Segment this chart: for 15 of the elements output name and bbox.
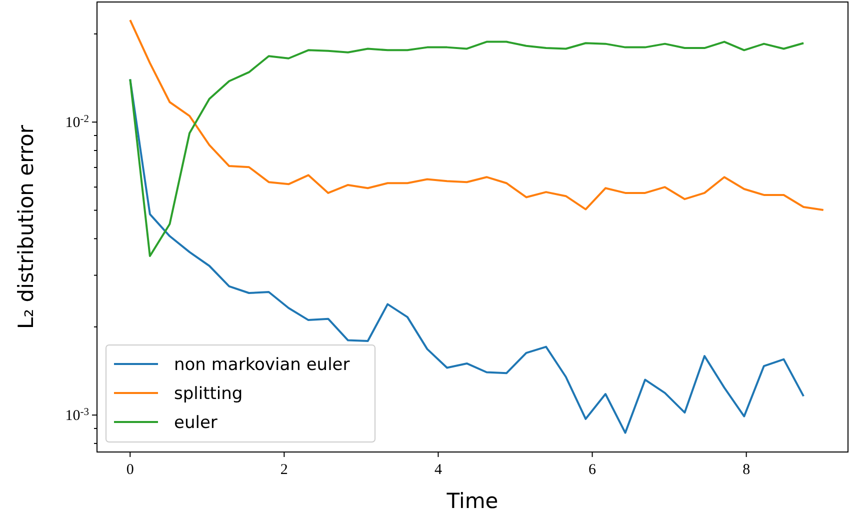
x-axis-title: Time xyxy=(446,489,498,513)
legend-label: splitting xyxy=(174,384,243,404)
legend-label: non markovian euler xyxy=(174,355,350,375)
x-tick-label: 8 xyxy=(742,462,750,478)
y-axis-title: L₂ distribution error xyxy=(14,124,38,329)
line-series xyxy=(129,78,805,434)
y-tick-label: 10$^{-3}$ xyxy=(65,406,89,424)
y-tick-label: 10$^{-2}$ xyxy=(65,114,89,132)
legend-label: euler xyxy=(174,413,218,433)
line-series xyxy=(129,19,824,212)
x-tick-label: 2 xyxy=(280,462,288,478)
x-tick-label: 4 xyxy=(434,462,442,478)
line-series xyxy=(129,40,805,258)
x-tick-label: 0 xyxy=(126,462,134,478)
x-tick-label: 6 xyxy=(588,462,597,478)
